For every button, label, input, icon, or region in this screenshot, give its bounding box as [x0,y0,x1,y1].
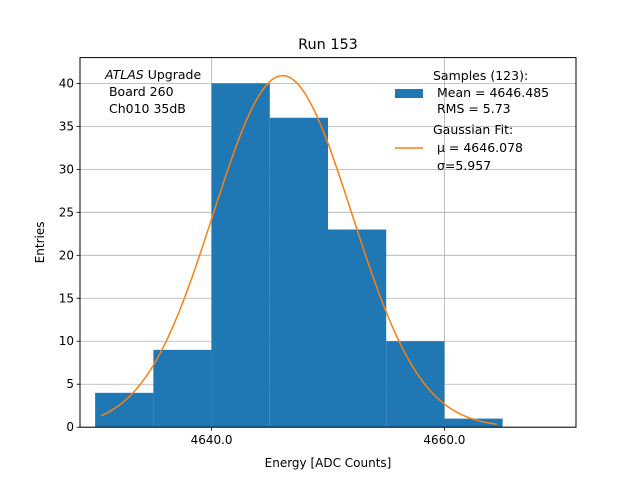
histogram-bars [95,83,503,428]
annotation-line-2: Board 260 [105,84,174,99]
histogram-bar-6 [444,418,503,428]
atlas-annotation: ATLAS Upgrade Board 260 Ch010 35dB [104,67,201,116]
histogram-bar-1 [153,349,212,428]
y-tick-label-3: 15 [59,291,74,305]
atlas-label: ATLAS [104,67,144,82]
fit-curve-layer [100,74,497,425]
upgrade-label: Upgrade [144,67,202,82]
annotation-line-3: Ch010 35dB [105,101,186,116]
gaussian-fit-curve [100,74,497,425]
y-axis-label: Entries [33,222,47,264]
histogram-bar-4 [328,229,387,428]
y-tick-label-2: 10 [59,334,74,348]
histogram-bar-3 [269,117,328,428]
y-tick-label-8: 40 [59,76,74,90]
x-axis-label: Energy [ADC Counts] [265,456,392,470]
histogram-bar-5 [386,341,445,428]
annotation-line-1: ATLAS Upgrade [104,67,201,82]
axes-frame [79,57,577,428]
legend-fit-title: Gaussian Fit: [433,122,513,137]
y-tick-label-6: 30 [59,162,74,176]
legend-fit-sigma: σ=5.957 [433,158,491,173]
y-tick-label-7: 35 [59,119,74,133]
legend-samples-mean: Mean = 4646.485 [433,85,549,100]
y-tick-label-4: 20 [59,248,74,262]
legend-fit-mu: μ = 4646.078 [433,140,523,155]
histogram-bar-2 [211,83,270,428]
y-tick-label-0: 0 [66,420,74,434]
legend: Samples (123): Mean = 4646.485 RMS = 5.7… [395,68,549,173]
legend-bars-swatch [395,89,423,98]
x-tick-label-0: 4640.0 [191,433,233,447]
legend-samples-rms: RMS = 5.73 [433,101,511,116]
chart-title: Run 153 [298,37,358,53]
y-tick-label-1: 5 [66,377,74,391]
legend-samples-title: Samples (123): [433,68,528,83]
x-tick-label-1: 4660.0 [423,433,465,447]
histogram-bar-0 [95,392,154,428]
axis-ticks: 0 5 10 15 20 25 30 35 40 4640.0 4660.0 [59,76,466,447]
y-tick-label-5: 25 [59,205,74,219]
